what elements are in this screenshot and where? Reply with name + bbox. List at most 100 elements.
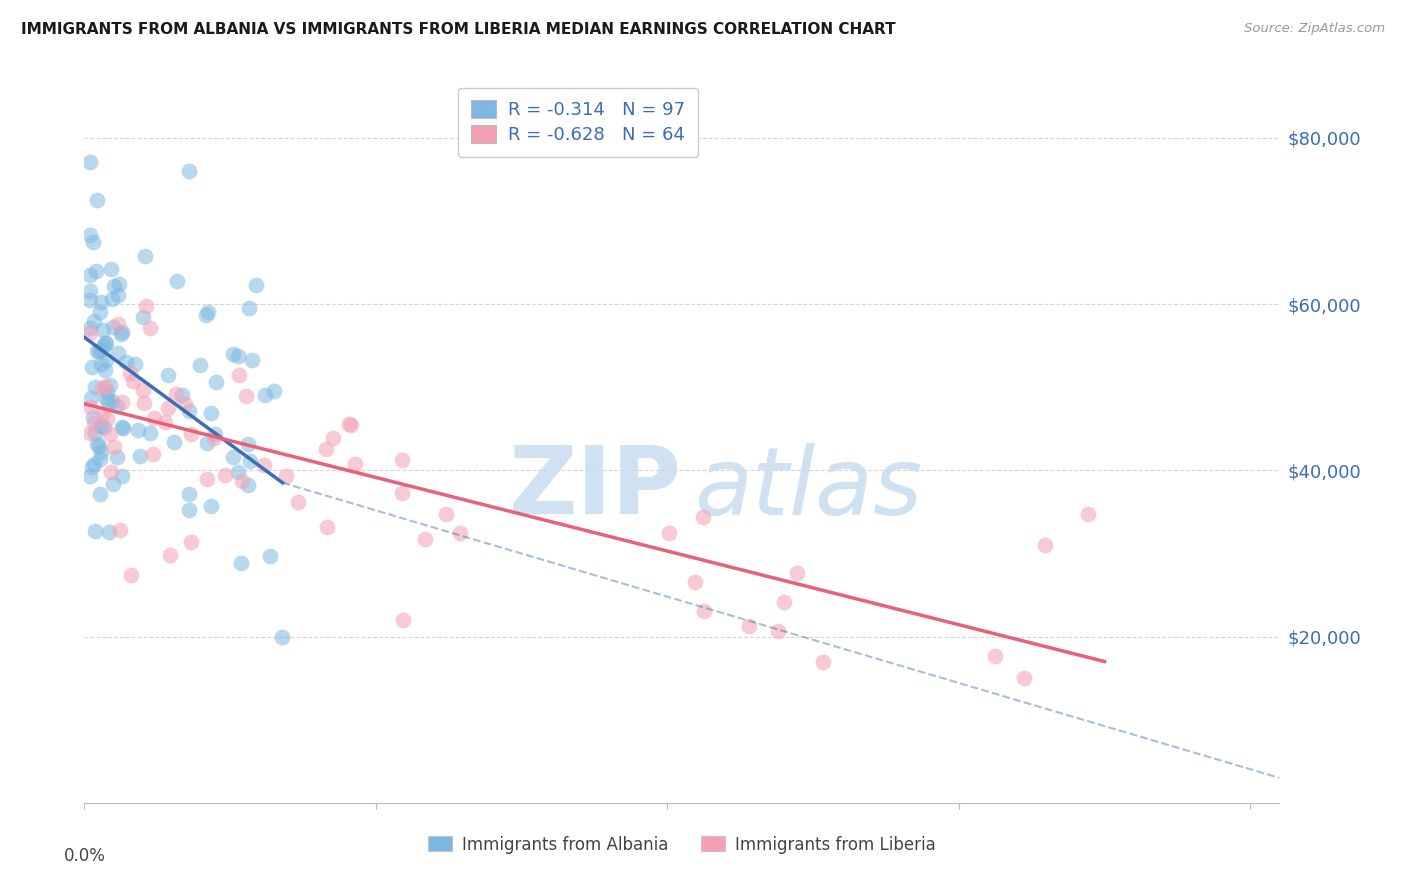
- Point: [98, 524, 121, 539]
- Point: [79, 268, 101, 283]
- Point: [79, 155, 101, 169]
- Point: [197, 304, 219, 318]
- Point: [205, 376, 228, 390]
- Point: [254, 387, 277, 401]
- Point: [195, 435, 218, 450]
- Point: [238, 436, 260, 450]
- Point: [142, 447, 165, 461]
- Point: [82, 409, 104, 424]
- Point: [240, 353, 263, 368]
- Point: [90, 419, 112, 434]
- Point: [79, 469, 101, 483]
- Point: [238, 478, 260, 492]
- Point: [226, 349, 249, 363]
- Point: [138, 425, 160, 440]
- Point: [134, 249, 156, 263]
- Point: [337, 417, 360, 431]
- Point: [96, 336, 118, 351]
- Point: [253, 458, 276, 472]
- Point: [1014, 671, 1036, 685]
- Point: [83, 314, 105, 328]
- Point: [89, 305, 111, 319]
- Point: [84, 426, 107, 441]
- Point: [391, 453, 413, 467]
- Point: [391, 613, 413, 627]
- Point: [204, 431, 226, 445]
- Point: [89, 451, 111, 466]
- Point: [315, 442, 337, 456]
- Point: [79, 425, 101, 440]
- Point: [93, 335, 115, 350]
- Point: [105, 450, 128, 465]
- Point: [166, 274, 188, 288]
- Point: [79, 320, 101, 334]
- Point: [174, 397, 197, 411]
- Point: [86, 193, 108, 207]
- Point: [118, 366, 141, 380]
- Point: [110, 523, 132, 537]
- Point: [658, 525, 681, 540]
- Point: [79, 400, 101, 414]
- Point: [322, 431, 344, 445]
- Point: [263, 384, 285, 398]
- Point: [228, 368, 250, 382]
- Point: [111, 395, 134, 409]
- Text: ZIP: ZIP: [509, 442, 682, 534]
- Point: [86, 436, 108, 450]
- Point: [87, 343, 110, 358]
- Point: [80, 360, 103, 375]
- Point: [143, 411, 166, 425]
- Point: [413, 533, 436, 547]
- Point: [159, 549, 181, 563]
- Point: [162, 435, 184, 450]
- Point: [188, 358, 211, 372]
- Point: [122, 374, 145, 388]
- Point: [132, 310, 155, 324]
- Legend: Immigrants from Albania, Immigrants from Liberia: Immigrants from Albania, Immigrants from…: [422, 829, 942, 860]
- Point: [155, 415, 177, 429]
- Point: [738, 619, 761, 633]
- Point: [91, 406, 114, 420]
- Point: [83, 457, 105, 471]
- Point: [271, 630, 294, 644]
- Point: [111, 325, 134, 339]
- Point: [773, 595, 796, 609]
- Point: [84, 380, 107, 394]
- Point: [259, 549, 281, 563]
- Point: [79, 227, 101, 242]
- Text: 0.0%: 0.0%: [63, 847, 105, 864]
- Point: [179, 164, 201, 178]
- Point: [128, 449, 150, 463]
- Point: [157, 401, 180, 415]
- Point: [115, 354, 138, 368]
- Point: [103, 278, 125, 293]
- Point: [274, 469, 297, 483]
- Point: [86, 344, 108, 359]
- Point: [112, 421, 135, 435]
- Point: [111, 469, 134, 483]
- Point: [79, 284, 101, 298]
- Point: [83, 417, 105, 431]
- Point: [94, 391, 117, 405]
- Point: [79, 326, 101, 340]
- Point: [245, 277, 267, 292]
- Point: [101, 319, 124, 334]
- Point: [107, 345, 129, 359]
- Text: IMMIGRANTS FROM ALBANIA VS IMMIGRANTS FROM LIBERIA MEDIAN EARNINGS CORRELATION C: IMMIGRANTS FROM ALBANIA VS IMMIGRANTS FR…: [21, 22, 896, 37]
- Point: [1033, 538, 1056, 552]
- Point: [344, 457, 367, 471]
- Point: [235, 389, 257, 403]
- Point: [96, 353, 118, 368]
- Point: [984, 649, 1007, 664]
- Point: [103, 477, 125, 491]
- Point: [82, 235, 104, 249]
- Point: [157, 368, 180, 382]
- Point: [340, 417, 363, 432]
- Point: [107, 288, 129, 302]
- Point: [100, 466, 122, 480]
- Point: [105, 399, 128, 413]
- Point: [108, 277, 131, 291]
- Point: [90, 357, 112, 371]
- Point: [391, 485, 413, 500]
- Point: [100, 262, 122, 277]
